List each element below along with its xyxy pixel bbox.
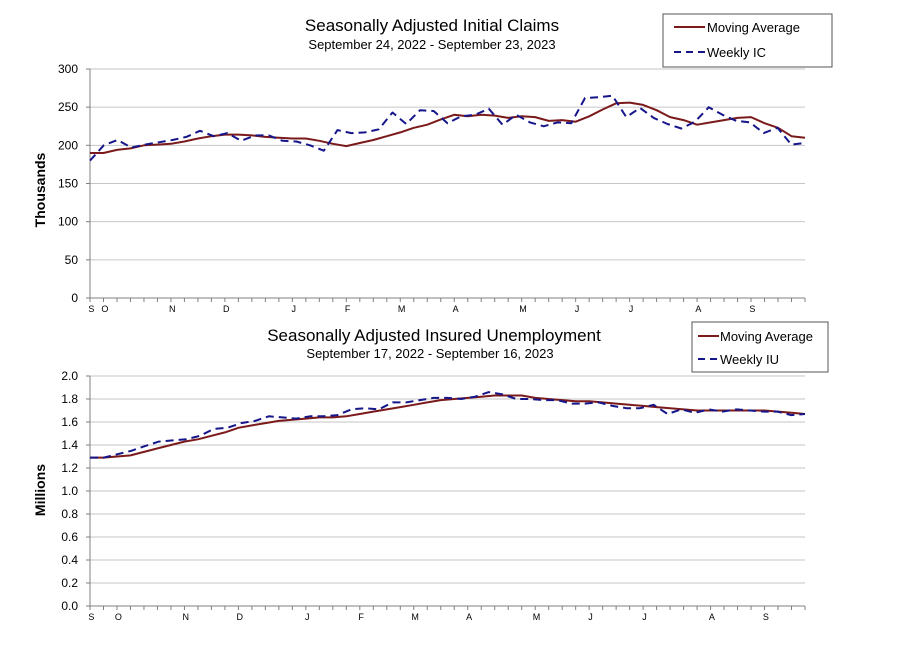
y-tick-label: 0 bbox=[71, 291, 78, 305]
moving-average-series-line bbox=[90, 394, 806, 459]
x-tick-label: J bbox=[291, 304, 296, 314]
y-tick-label: 50 bbox=[65, 253, 79, 267]
y-tick-label: 1.0 bbox=[61, 484, 78, 498]
x-tick-label: S bbox=[88, 612, 94, 622]
y-tick-label: 100 bbox=[58, 215, 78, 229]
x-tick-label: J bbox=[305, 612, 310, 622]
x-tick-label: M bbox=[398, 304, 406, 314]
initial-claims-y-axis-label: Thousands bbox=[32, 152, 48, 227]
x-tick-label: N bbox=[169, 304, 176, 314]
x-tick-label: N bbox=[183, 612, 190, 622]
legend-label-moving-average: Moving Average bbox=[707, 20, 800, 35]
x-tick-label: A bbox=[453, 304, 459, 314]
x-tick-label: M bbox=[411, 612, 419, 622]
x-tick-label: S bbox=[763, 612, 769, 622]
x-tick-label: M bbox=[519, 304, 527, 314]
initial-claims-subtitle: September 24, 2022 - September 23, 2023 bbox=[308, 37, 555, 52]
x-tick-label: D bbox=[236, 612, 243, 622]
weekly-series-line bbox=[89, 94, 806, 162]
x-tick-label: F bbox=[358, 612, 364, 622]
x-tick-label: F bbox=[345, 304, 351, 314]
y-tick-label: 0.8 bbox=[61, 507, 78, 521]
y-tick-label: 200 bbox=[58, 138, 78, 152]
y-tick-label: 150 bbox=[58, 177, 78, 191]
initial-claims-chart: Seasonally Adjusted Initial Claims Septe… bbox=[32, 13, 833, 314]
y-tick-label: 2.0 bbox=[61, 369, 78, 383]
y-tick-label: 1.2 bbox=[61, 461, 78, 475]
x-tick-label: A bbox=[466, 612, 472, 622]
insured-unemployment-subtitle: September 17, 2022 - September 16, 2023 bbox=[306, 346, 553, 361]
y-tick-label: 0.6 bbox=[61, 530, 78, 544]
legend-label-weekly: Weekly IU bbox=[720, 352, 779, 367]
initial-claims-legend: Moving Average Weekly IC bbox=[662, 13, 833, 68]
x-tick-label: M bbox=[533, 612, 541, 622]
legend-label-weekly: Weekly IC bbox=[707, 45, 766, 60]
legend-box bbox=[662, 13, 833, 68]
x-tick-label: J bbox=[575, 304, 580, 314]
x-tick-label: S bbox=[749, 304, 755, 314]
y-tick-label: 0.4 bbox=[61, 553, 78, 567]
x-tick-label: J bbox=[588, 612, 593, 622]
initial-claims-title: Seasonally Adjusted Initial Claims bbox=[305, 16, 559, 35]
weekly-series-line bbox=[90, 391, 806, 459]
insured-unemployment-y-axis-label: Millions bbox=[32, 464, 48, 516]
y-tick-label: 1.6 bbox=[61, 415, 78, 429]
x-tick-label: D bbox=[223, 304, 230, 314]
legend-label-moving-average: Moving Average bbox=[720, 329, 813, 344]
x-tick-label: O bbox=[101, 304, 108, 314]
insured-unemployment-chart: Seasonally Adjusted Insured Unemployment… bbox=[32, 321, 829, 622]
y-tick-label: 0.0 bbox=[61, 599, 78, 613]
legend-box bbox=[691, 321, 829, 373]
x-tick-label: A bbox=[695, 304, 701, 314]
x-tick-label: J bbox=[642, 612, 647, 622]
y-tick-label: 250 bbox=[58, 100, 78, 114]
y-tick-label: 0.2 bbox=[61, 576, 78, 590]
y-tick-label: 300 bbox=[58, 62, 78, 76]
x-tick-label: A bbox=[709, 612, 715, 622]
insured-unemployment-title: Seasonally Adjusted Insured Unemployment bbox=[267, 326, 601, 345]
x-tick-label: S bbox=[88, 304, 94, 314]
x-tick-label: O bbox=[115, 612, 122, 622]
moving-average-series-line bbox=[90, 101, 806, 154]
x-tick-label: J bbox=[629, 304, 634, 314]
y-tick-label: 1.4 bbox=[61, 438, 78, 452]
insured-unemployment-legend: Moving Average Weekly IU bbox=[691, 321, 829, 373]
y-tick-label: 1.8 bbox=[61, 392, 78, 406]
